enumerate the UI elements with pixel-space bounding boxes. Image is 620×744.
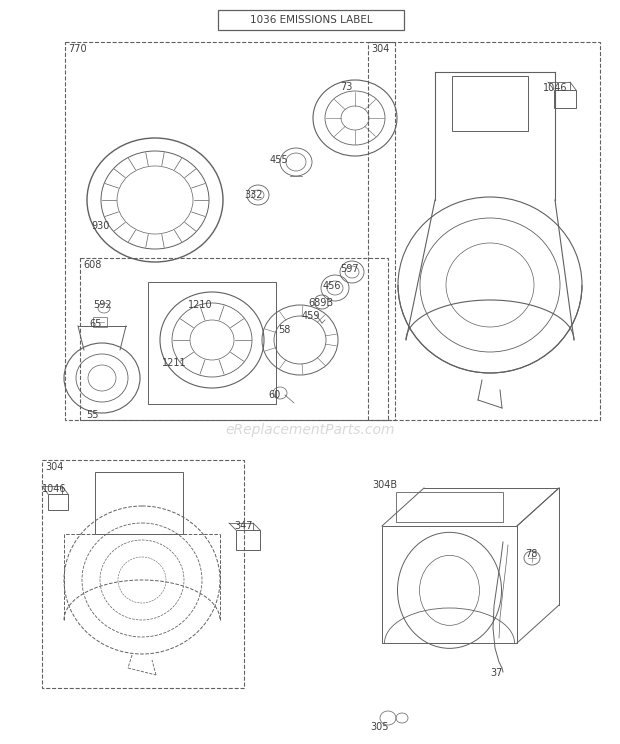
Text: 456: 456 (323, 281, 342, 291)
Bar (218, 10, 404, 30)
Text: 37: 37 (490, 668, 502, 678)
Text: 930: 930 (91, 221, 109, 231)
Bar (80, 258, 388, 420)
Bar (42, 460, 244, 688)
Text: 332: 332 (244, 190, 262, 200)
Text: 1046: 1046 (42, 484, 66, 494)
Bar (452, 76, 528, 131)
Text: 304: 304 (45, 462, 63, 472)
Text: 304B: 304B (372, 480, 397, 490)
Bar (396, 492, 503, 522)
Text: 347: 347 (234, 521, 252, 531)
Bar (95, 472, 183, 534)
Text: 305: 305 (370, 722, 389, 732)
Bar (93, 317, 107, 327)
Text: 455: 455 (270, 155, 289, 165)
Bar (382, 526, 517, 643)
Text: 1046: 1046 (543, 83, 567, 93)
Text: 592: 592 (93, 300, 112, 310)
Text: 60: 60 (268, 390, 280, 400)
Bar (554, 90, 576, 108)
Text: 459: 459 (302, 311, 321, 321)
Text: 597: 597 (340, 264, 358, 274)
Bar (236, 530, 260, 550)
Text: 689B: 689B (308, 298, 333, 308)
Bar (148, 282, 276, 404)
Bar (368, 42, 600, 420)
Text: 608: 608 (83, 260, 102, 270)
Text: 770: 770 (68, 44, 87, 54)
Text: 78: 78 (525, 549, 538, 559)
Bar (48, 494, 68, 510)
Text: 58: 58 (278, 325, 290, 335)
Text: 1211: 1211 (162, 358, 187, 368)
Text: 65: 65 (89, 319, 102, 329)
Text: 304: 304 (371, 44, 389, 54)
Text: 73: 73 (340, 82, 352, 92)
Text: eReplacementParts.com: eReplacementParts.com (225, 423, 395, 437)
Text: 55: 55 (86, 410, 99, 420)
Text: 1210: 1210 (188, 300, 213, 310)
Text: 1036 EMISSIONS LABEL: 1036 EMISSIONS LABEL (250, 15, 373, 25)
Bar (65, 42, 395, 420)
